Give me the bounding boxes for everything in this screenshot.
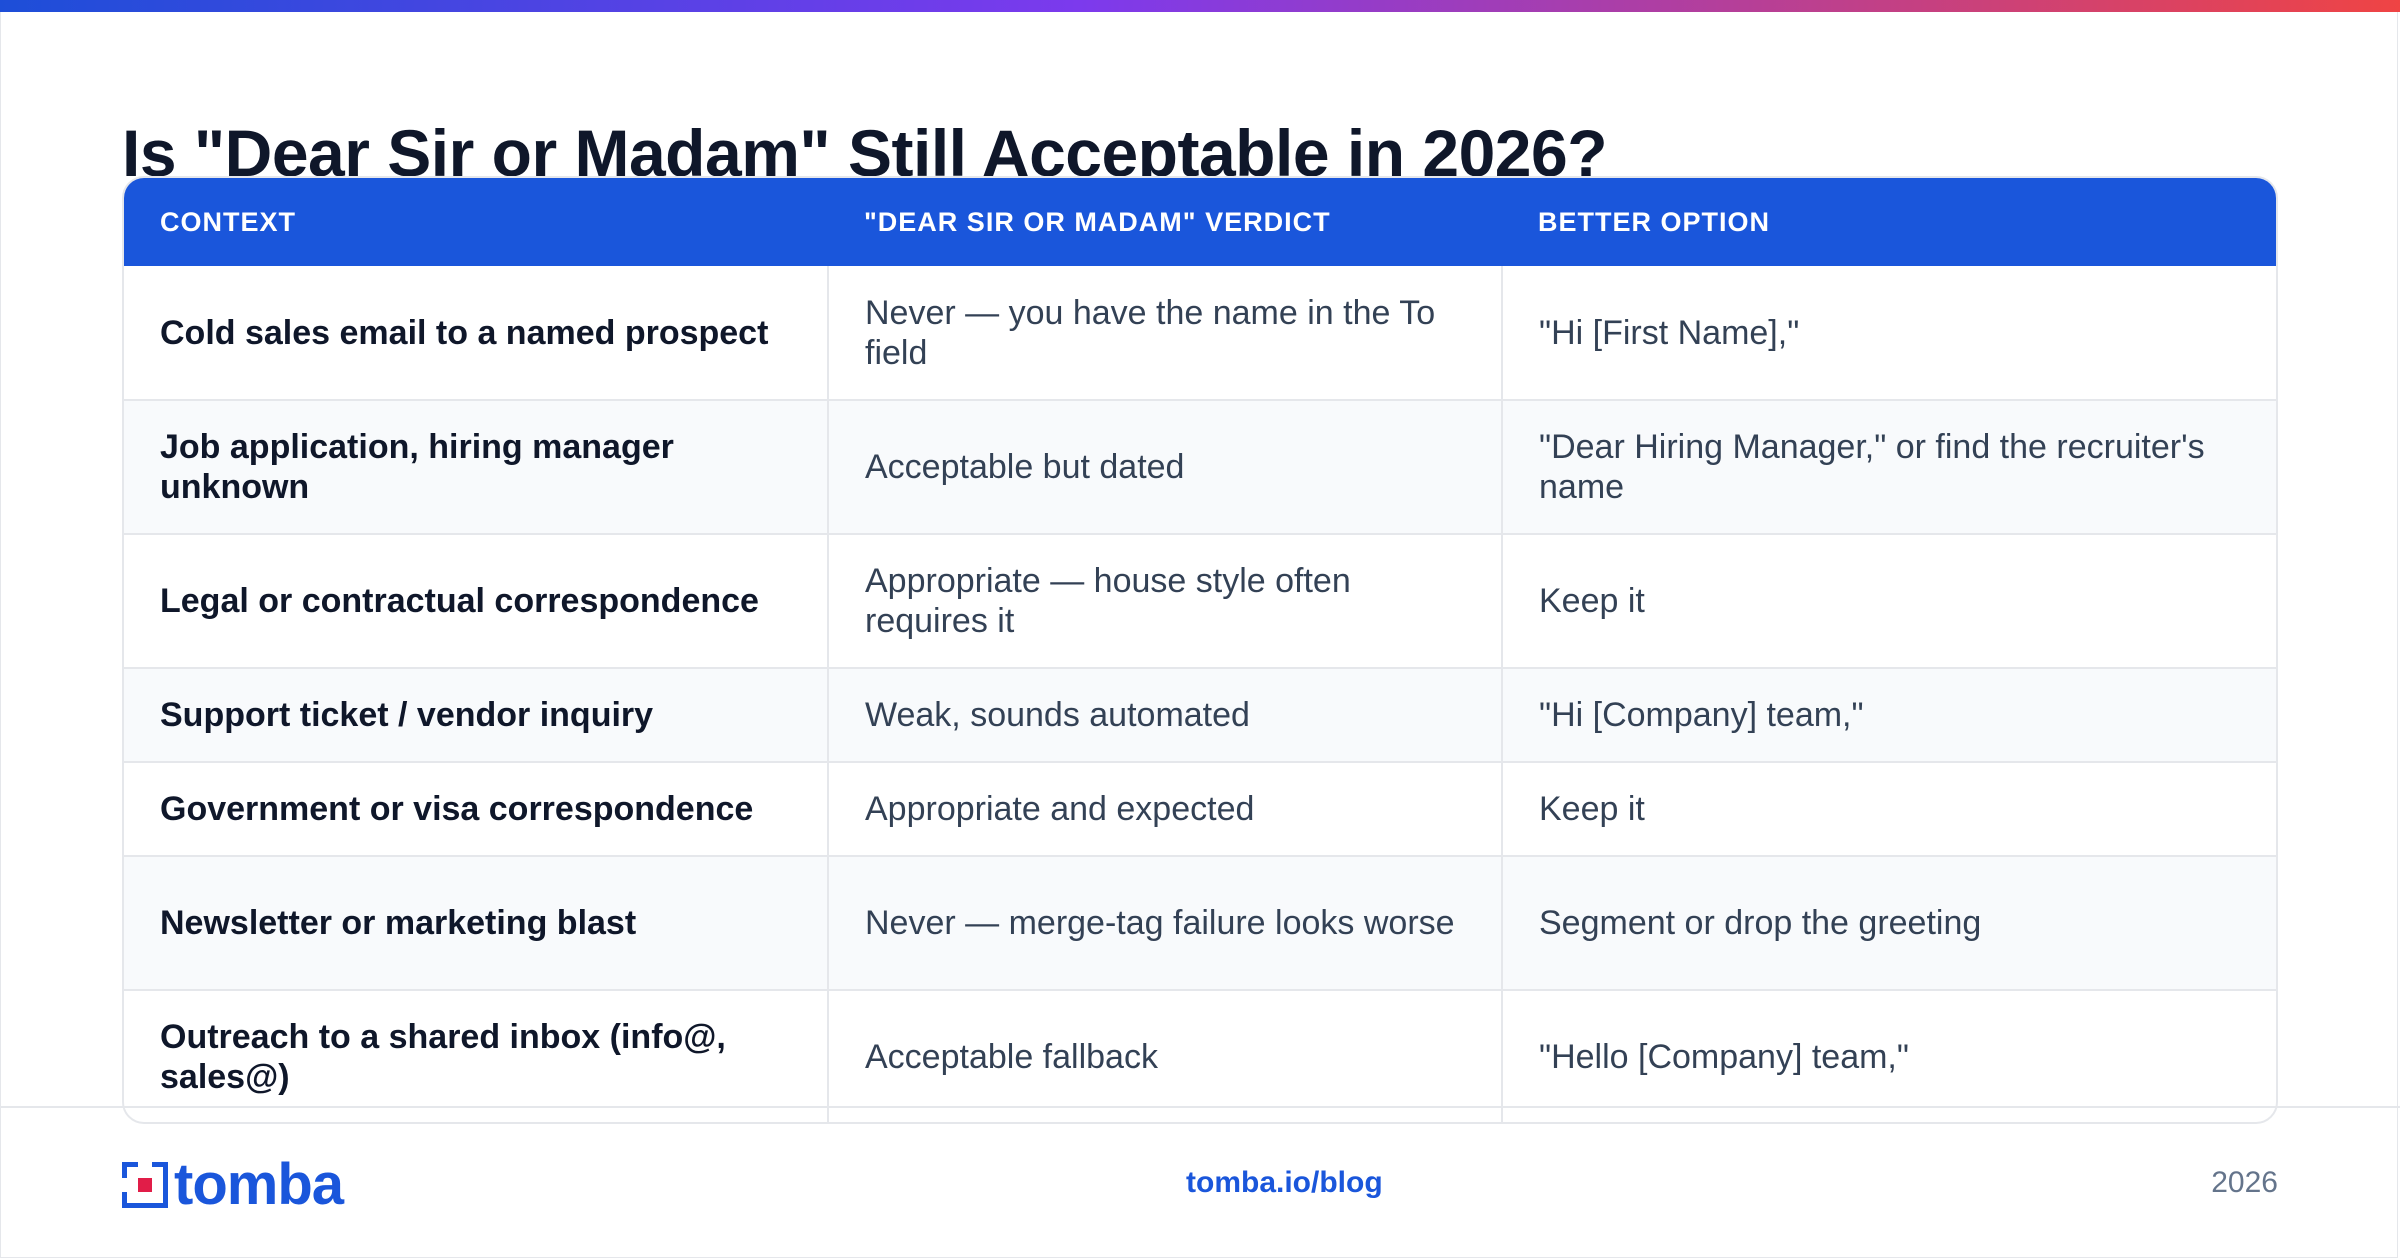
header-verdict: "DEAR SIR OR MADAM" VERDICT: [864, 206, 1331, 237]
cell-better-option: Segment or drop the greeting: [1502, 856, 2276, 991]
tomba-logo-mark-icon: [121, 1161, 169, 1209]
cell-better-option: "Hello [Company] team,": [1502, 990, 2276, 1122]
footer-year: 2026: [2211, 1166, 2278, 1199]
cell-verdict: Appropriate and expected: [828, 762, 1503, 857]
cell-context: Newsletter or marketing blast: [124, 856, 829, 991]
table-row: Job application, hiring manager unknown …: [124, 400, 2276, 535]
cell-better-option: "Hi [First Name],": [1502, 266, 2276, 401]
cell-verdict: Weak, sounds automated: [828, 668, 1503, 763]
cell-context: Cold sales email to a named prospect: [124, 266, 829, 401]
cell-better-option: Keep it: [1502, 534, 2276, 669]
table-header-row: CONTEXT "DEAR SIR OR MADAM" VERDICT BETT…: [124, 178, 2276, 266]
table-row: Cold sales email to a named prospect Nev…: [124, 266, 2276, 401]
top-gradient-bar: [0, 0, 2400, 12]
header-context: CONTEXT: [160, 206, 297, 237]
brand-wordmark: tomba: [174, 1152, 344, 1217]
cell-verdict: Acceptable fallback: [828, 990, 1503, 1122]
comparison-table: CONTEXT "DEAR SIR OR MADAM" VERDICT BETT…: [122, 176, 2278, 1124]
table-row: Legal or contractual correspondence Appr…: [124, 534, 2276, 669]
cell-context: Outreach to a shared inbox (info@, sales…: [124, 990, 829, 1122]
cell-better-option: "Dear Hiring Manager," or find the recru…: [1502, 400, 2276, 535]
cell-context: Job application, hiring manager unknown: [124, 400, 829, 535]
cell-better-option: Keep it: [1502, 762, 2276, 857]
cell-verdict: Appropriate — house style often requires…: [828, 534, 1503, 669]
page-title: Is "Dear Sir or Madam" Still Acceptable …: [122, 116, 1608, 176]
table-row: Government or visa correspondence Approp…: [124, 762, 2276, 857]
table-row: Outreach to a shared inbox (info@, sales…: [124, 990, 2276, 1122]
blog-link[interactable]: tomba.io/blog: [1186, 1166, 1383, 1199]
table-row: Newsletter or marketing blast Never — me…: [124, 856, 2276, 991]
cell-context: Legal or contractual correspondence: [124, 534, 829, 669]
cell-context: Government or visa correspondence: [124, 762, 829, 857]
cell-verdict: Acceptable but dated: [828, 400, 1503, 535]
footer-divider: [0, 1106, 2400, 1108]
cell-verdict: Never — you have the name in the To fiel…: [828, 266, 1503, 401]
brand-logo[interactable]: tomba: [121, 1152, 344, 1217]
header-better-option: BETTER OPTION: [1538, 206, 1771, 237]
cell-better-option: "Hi [Company] team,": [1502, 668, 2276, 763]
cell-verdict: Never — merge-tag failure looks worse: [828, 856, 1503, 991]
cell-context: Support ticket / vendor inquiry: [124, 668, 829, 763]
table-row: Support ticket / vendor inquiry Weak, so…: [124, 668, 2276, 763]
